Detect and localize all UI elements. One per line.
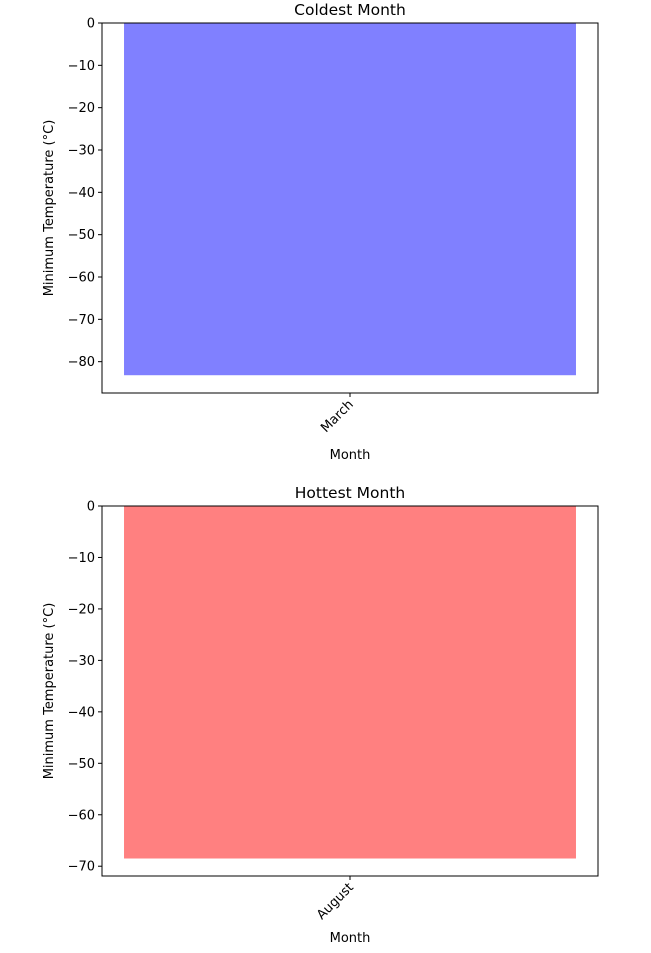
hottest-month-chart: Hottest Month 0 −10 −20 −30 −40 −50 −60 −70 Aug… (42, 484, 599, 946)
y-tick-label: −30 (68, 144, 95, 159)
y-tick-label: −50 (68, 757, 95, 772)
y-tick-label: −60 (68, 808, 95, 823)
x-axis-label: Month (330, 448, 371, 463)
y-axis-label: Minimum Temperature (°C) (42, 120, 57, 297)
chart-title: Hottest Month (295, 484, 406, 502)
y-tick-label: −40 (68, 705, 95, 720)
y-tick-label: −80 (68, 355, 95, 370)
y-tick-label: −30 (68, 654, 95, 669)
y-tick-label: −20 (68, 101, 95, 116)
y-tick-label: 0 (87, 17, 95, 32)
x-tick-label: August (314, 880, 357, 923)
bar-march (124, 23, 576, 376)
y-tick-label: −70 (68, 313, 95, 328)
bars (124, 506, 576, 859)
x-axis-label: Month (330, 931, 371, 946)
y-axis-ticks: 0 −10 −20 −30 −40 −50 −60 −70 −80 (68, 17, 102, 370)
y-tick-label: 0 (87, 500, 95, 515)
chart-title: Coldest Month (294, 1, 406, 19)
y-tick-label: −50 (68, 228, 95, 243)
y-tick-label: −10 (68, 551, 95, 566)
y-tick-label: −10 (68, 59, 95, 74)
y-tick-label: −20 (68, 602, 95, 617)
bars (124, 23, 576, 376)
bar-august (124, 506, 576, 859)
x-axis-ticks: August (314, 876, 357, 923)
y-tick-label: −40 (68, 186, 95, 201)
x-tick-label: March (318, 397, 357, 436)
coldest-month-chart: Coldest Month 0−10−20−30−40−50−60−70−80 … (42, 1, 599, 463)
y-axis-ticks: 0 −10 −20 −30 −40 −50 −60 −70 (68, 500, 102, 875)
y-axis-label: Minimum Temperature (°C) (42, 603, 57, 780)
x-axis-ticks: March (318, 393, 357, 436)
y-tick-label: −70 (68, 860, 95, 875)
y-tick-label: −60 (68, 271, 95, 286)
